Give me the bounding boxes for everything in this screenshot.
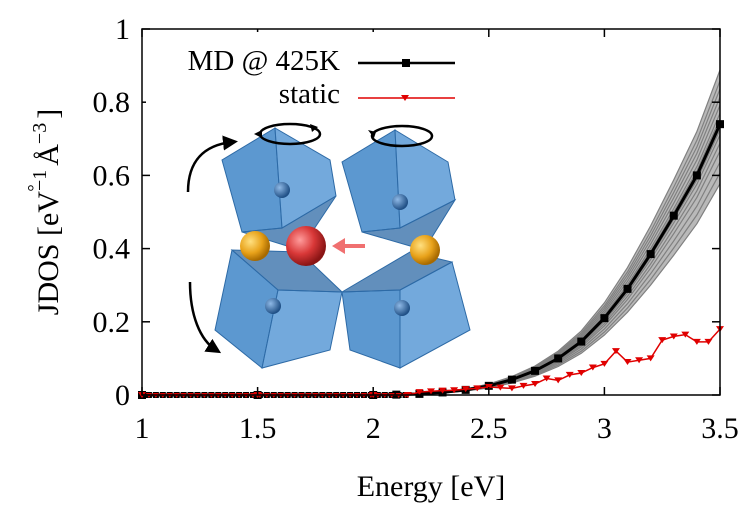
y-tick-label: 0 (115, 379, 130, 412)
data-point-static (554, 377, 563, 384)
y-axis-title-main: JDOS [eV (32, 191, 65, 315)
data-point-md (669, 211, 678, 220)
y-axis-title: JDOS [eV−1 Å−3] (29, 109, 65, 315)
x-tick-label: 2 (366, 412, 381, 445)
data-point-static (646, 355, 655, 362)
data-point-static (577, 370, 586, 377)
x-tick-label: 3.5 (701, 412, 739, 445)
data-point-static (542, 375, 551, 382)
y-tick-label: 0.4 (93, 233, 131, 266)
data-point-static (450, 387, 459, 394)
x-tick-label: 2.5 (470, 412, 508, 445)
data-point-static (531, 381, 540, 388)
data-point-md (531, 366, 540, 375)
data-point-static (484, 383, 493, 390)
data-point-static (588, 364, 597, 371)
data-point-static (704, 338, 713, 345)
y-axis-title-exp2: −3 (29, 123, 51, 144)
data-point-static (565, 371, 574, 378)
data-point-static (438, 387, 447, 394)
x-tick-label: 1.5 (239, 412, 277, 445)
data-point-static (669, 333, 678, 340)
x-axis-title: Energy [eV] (357, 470, 506, 503)
y-tick-label: 0.8 (93, 86, 131, 119)
data-point-static (519, 382, 528, 389)
data-point-md (623, 284, 632, 293)
data-point-md (600, 314, 609, 323)
data-point-static (427, 388, 435, 395)
data-point-static (681, 331, 690, 338)
data-point-static (600, 360, 609, 367)
legend-marker-static (401, 95, 409, 101)
x-tick-label: 3 (597, 412, 612, 445)
data-point-md (692, 171, 701, 180)
cation-left-gold (240, 231, 270, 261)
cation-center-red (286, 226, 326, 266)
y-tick-label: 0.6 (93, 159, 131, 192)
data-point-static (415, 389, 424, 396)
data-point-md (507, 375, 516, 384)
legend-box (146, 32, 466, 118)
data-point-static (496, 384, 505, 391)
displacement-arrow-icon (332, 238, 365, 254)
data-point-static (473, 385, 482, 392)
y-axis-title-ring: ° (24, 184, 44, 191)
y-axis-ticks: 0 0.2 0.4 0.6 0.8 1 (93, 13, 720, 412)
x-tick-label: 1 (135, 412, 150, 445)
perovskite-octahedra-illustration-icon (186, 122, 471, 369)
octahedron-upper-left (221, 127, 337, 251)
octahedron-lower-right (341, 251, 471, 369)
data-point-static (611, 348, 620, 355)
legend: MD @ 425K static (146, 32, 466, 118)
data-point-static (635, 357, 644, 364)
legend-label-md: MD @ 425K (188, 45, 340, 77)
y-axis-title-unit: Å (32, 144, 65, 166)
legend-label-static: static (279, 78, 340, 110)
octahedron-upper-right (341, 129, 457, 251)
y-axis-title-exp1: −1 (29, 170, 51, 191)
legend-marker-md (402, 59, 410, 67)
data-point-static (461, 386, 470, 393)
data-point-md (577, 337, 586, 346)
data-point-static (507, 385, 516, 392)
data-point-md (646, 250, 655, 259)
y-axis-title-close: ] (32, 109, 65, 119)
data-point-md (554, 354, 563, 363)
octahedron-lower-left (214, 249, 344, 369)
data-point-static (658, 337, 667, 344)
x-axis-ticks: 1 1.5 2 2.5 3 3.5 (135, 29, 739, 445)
y-tick-label: 1 (115, 13, 130, 46)
y-tick-label: 0.2 (93, 306, 131, 339)
data-point-static (692, 338, 701, 345)
rotation-arrows-icon (186, 122, 434, 354)
cation-right-gold (410, 235, 440, 265)
plot-frame (141, 28, 721, 396)
data-point-static (623, 359, 632, 366)
